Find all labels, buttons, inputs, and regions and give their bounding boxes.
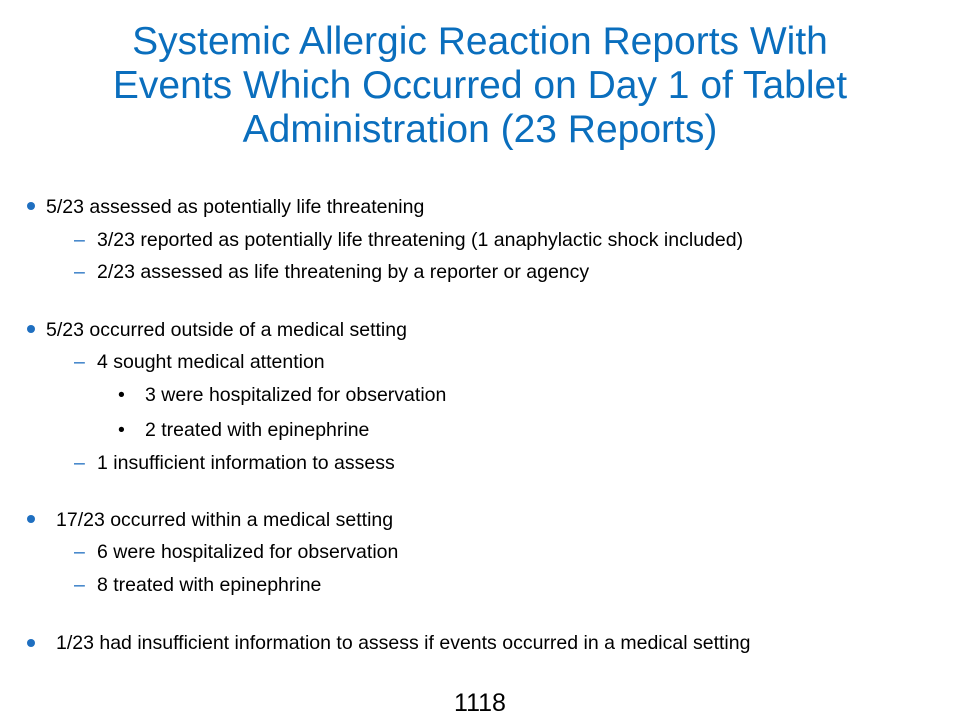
- bullet-text: 5/23 occurred outside of a medical setti…: [46, 319, 407, 341]
- sub-bullet-text: 4 sought medical attention: [97, 351, 325, 373]
- title-line: Administration (23 Reports): [242, 108, 718, 151]
- sub-bullet-text: 2/23 assessed as life threatening by a r…: [97, 261, 590, 283]
- small-bullet-icon: •: [118, 384, 125, 406]
- dash-icon: –: [74, 574, 85, 596]
- slide-title: Systemic Allergic Reaction Reports With …: [20, 20, 940, 152]
- bullet-dot-icon: [27, 325, 35, 333]
- sub-bullet-text: 8 treated with epinephrine: [97, 574, 322, 596]
- bullet-dot-icon: [27, 202, 35, 210]
- bullet-dot-icon: [27, 515, 35, 523]
- dash-icon: –: [74, 541, 85, 563]
- page-number: 1118: [454, 689, 506, 717]
- dash-icon: –: [74, 351, 85, 373]
- dash-icon: –: [74, 261, 85, 283]
- dash-icon: –: [74, 452, 85, 474]
- sub-bullet-text: 6 were hospitalized for observation: [97, 541, 399, 563]
- small-bullet-icon: •: [118, 419, 125, 441]
- title-line: Events Which Occurred on Day 1 of Tablet: [112, 64, 848, 107]
- title-line: Systemic Allergic Reaction Reports With: [132, 20, 828, 63]
- sub-sub-bullet-text: 2 treated with epinephrine: [145, 419, 370, 441]
- bullet-text: 17/23 occurred within a medical setting: [56, 509, 394, 531]
- bullet-dot-icon: [27, 639, 35, 647]
- sub-bullet-text: 3/23 reported as potentially life threat…: [97, 229, 744, 251]
- bullet-text: 1/23 had insufficient information to ass…: [56, 632, 751, 654]
- sub-sub-bullet-text: 3 were hospitalized for observation: [145, 384, 447, 406]
- bullet-text: 5/23 assessed as potentially life threat…: [46, 196, 425, 218]
- dash-icon: –: [74, 229, 85, 251]
- sub-bullet-text: 1 insufficient information to assess: [97, 452, 395, 474]
